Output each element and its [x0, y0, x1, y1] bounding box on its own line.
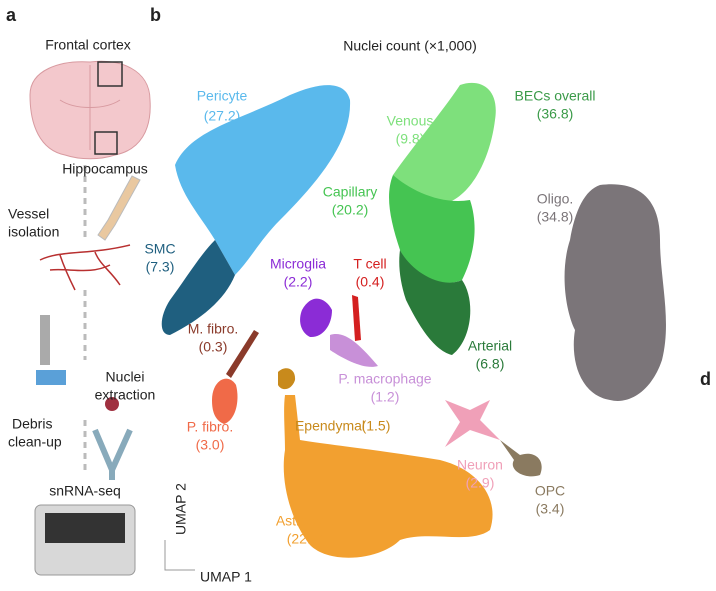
sequencer-screen: [45, 513, 125, 543]
cluster: [212, 378, 238, 424]
step-label: Debris: [12, 416, 52, 432]
x-axis-label: UMAP 1: [200, 569, 252, 585]
clusters: [161, 82, 666, 558]
cluster-name: M. fibro.: [188, 321, 239, 337]
cluster: [393, 82, 496, 205]
cluster-count: (3.4): [536, 501, 565, 517]
step-label: clean-up: [8, 434, 62, 450]
cluster-count: (34.8): [537, 209, 574, 225]
cluster-name: Astrocyte: [276, 513, 335, 529]
cluster-name: Capillary: [323, 184, 377, 200]
cluster: [564, 184, 666, 401]
step-label: extraction: [95, 387, 156, 403]
cluster-count: (27.2): [204, 108, 241, 124]
cluster-name: OPC: [535, 483, 565, 499]
cluster-count: (2.9): [466, 475, 495, 491]
cluster-name: Microglia: [270, 256, 326, 272]
step-label: Vessel: [8, 206, 49, 222]
cluster: [283, 395, 493, 558]
cluster-name: Venous: [387, 113, 434, 129]
cluster: [300, 298, 332, 338]
cluster: [352, 295, 361, 341]
tube: [97, 175, 141, 241]
cluster-count: (1.5): [362, 418, 391, 434]
umap-title: Nuclei count (×1,000): [343, 38, 476, 54]
cluster-name: BECs overall: [515, 88, 596, 104]
step-label: Nuclei: [106, 369, 145, 385]
cluster-count: (2.2): [284, 274, 313, 290]
cluster-name: Arterial: [468, 338, 512, 354]
brain-fold: [59, 65, 121, 150]
panel-label: d: [700, 369, 711, 389]
cluster-name: Ependymal: [295, 418, 365, 434]
homogenizer: [40, 315, 50, 365]
step-label: isolation: [8, 224, 59, 240]
step-label: Hippocampus: [62, 161, 148, 177]
cluster-count: (6.8): [476, 356, 505, 372]
y-axis-label: UMAP 2: [173, 483, 189, 535]
cluster-name: P. macrophage: [338, 371, 431, 387]
cluster-labels: Pericyte (27.2) SMC (7.3) Venous (9.8) BECs ov…: [144, 88, 595, 547]
cluster-name: Neuron: [457, 457, 503, 473]
cluster: [445, 400, 500, 447]
cluster-count: (7.3): [146, 259, 175, 275]
cluster-count: (36.8): [537, 106, 574, 122]
cluster: [500, 440, 542, 477]
cluster-name: Pericyte: [197, 88, 248, 104]
cluster: [399, 250, 471, 355]
step-label: Frontal cortex: [45, 37, 131, 53]
cluster-count: (3.0): [196, 437, 225, 453]
umap-axes: [164, 540, 195, 571]
cluster-name: P. fibro.: [187, 419, 233, 435]
box: [94, 131, 118, 155]
filter: [92, 428, 133, 480]
cluster: [226, 330, 259, 378]
cluster: [389, 175, 475, 283]
panel-label: b: [150, 5, 161, 25]
step-label: snRNA-seq: [49, 483, 121, 499]
cluster-name: T cell: [353, 256, 386, 272]
cluster: [161, 240, 235, 335]
cluster-name: SMC: [144, 241, 175, 257]
panel-label: a: [6, 5, 17, 25]
schematic: [29, 60, 151, 576]
cluster-count: (1.2): [371, 389, 400, 405]
cluster-count: (20.2): [332, 202, 369, 218]
cluster-count: (0.4): [356, 274, 385, 290]
cluster: [175, 85, 351, 275]
cluster-count: (22.7): [287, 531, 324, 547]
cluster-count: (0.3): [199, 339, 228, 355]
box: [97, 61, 123, 87]
nucleus: [105, 397, 119, 411]
vessels: [39, 244, 131, 291]
cluster: [278, 368, 296, 390]
dish: [36, 370, 66, 385]
cluster-name: Oligo.: [537, 191, 574, 207]
cluster: [330, 334, 378, 367]
cluster-count: (9.8): [396, 131, 425, 147]
